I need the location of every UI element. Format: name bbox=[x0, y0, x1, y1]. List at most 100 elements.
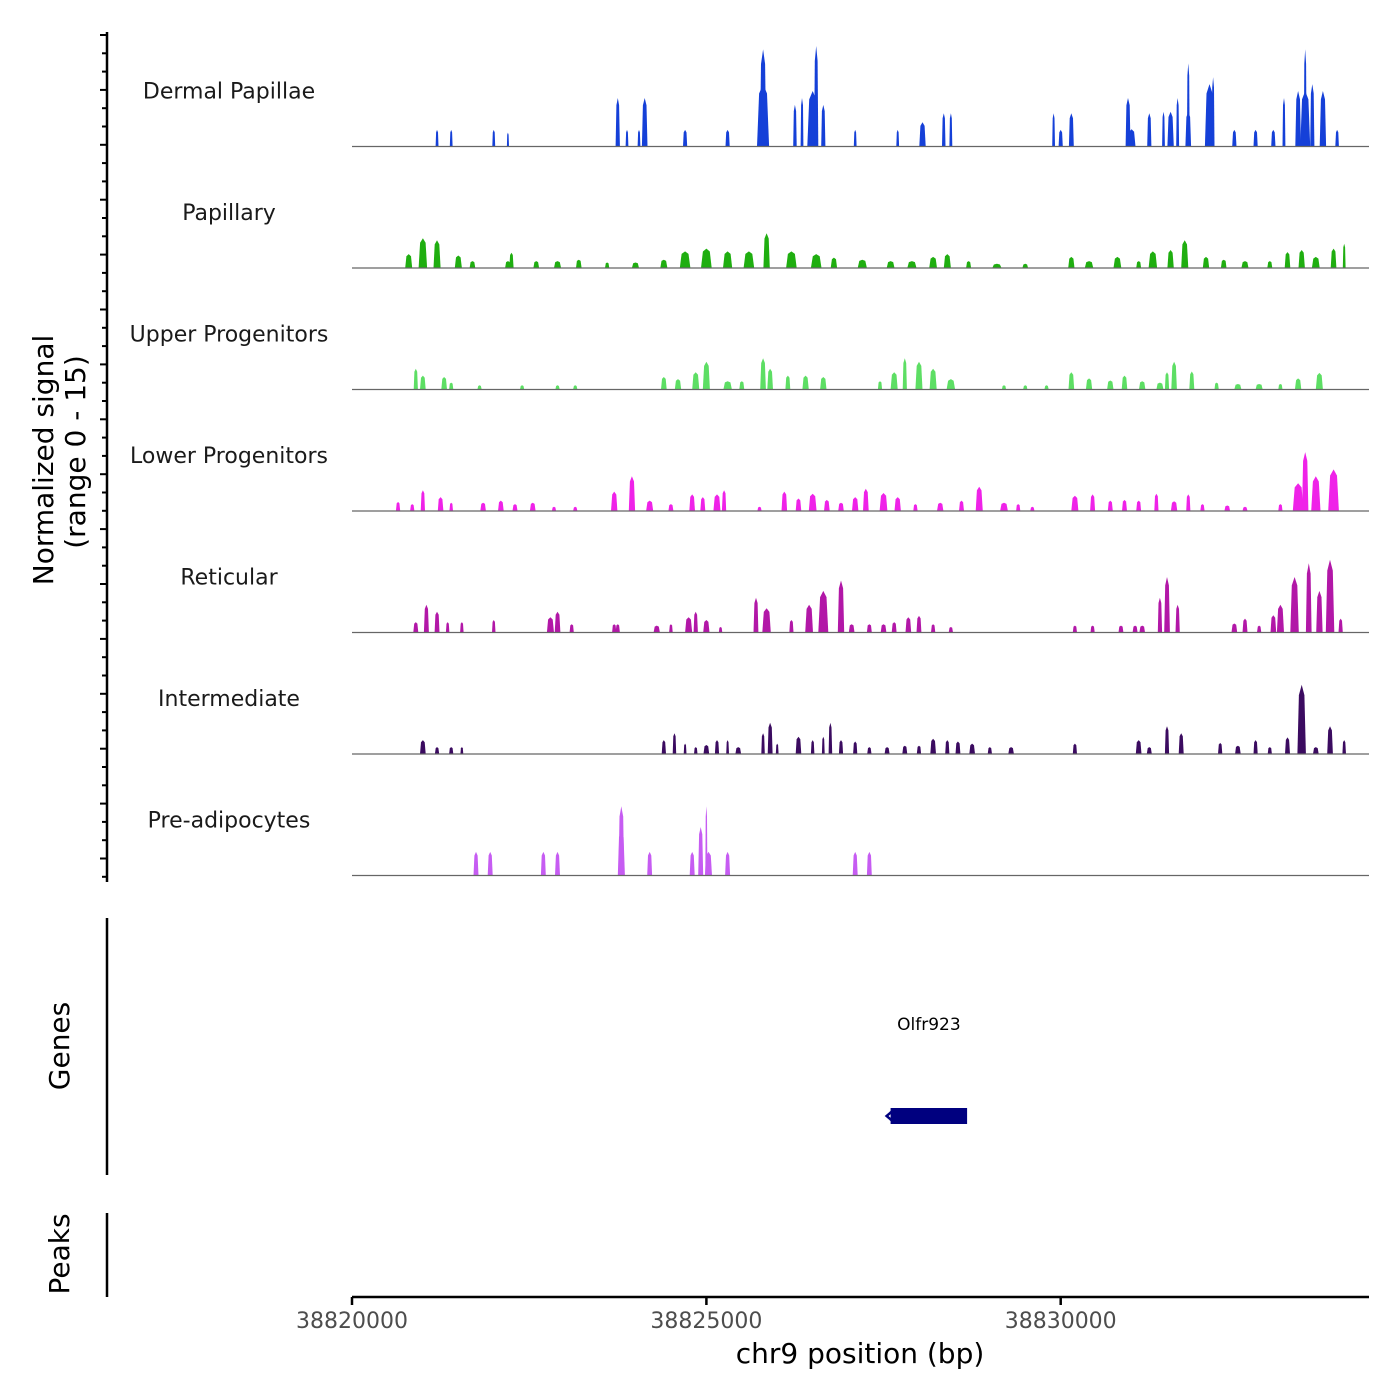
signal-peak bbox=[714, 740, 720, 754]
signal-peak bbox=[618, 806, 625, 876]
signal-peak bbox=[674, 379, 682, 390]
y-axis-title-line1: Normalized signal bbox=[27, 335, 60, 586]
signal-peak bbox=[946, 379, 956, 390]
signal-peak bbox=[1072, 625, 1077, 633]
signal-peak bbox=[1342, 740, 1346, 754]
signal-peak bbox=[949, 113, 953, 147]
signal-peak bbox=[775, 743, 779, 754]
signal-peak bbox=[477, 385, 482, 390]
signal-peak bbox=[1132, 625, 1138, 633]
signal-axis-ticks bbox=[100, 34, 107, 878]
track-lower-progenitors: Lower Progenitors bbox=[130, 444, 1369, 512]
signal-peak bbox=[1157, 597, 1163, 633]
signal-peak bbox=[762, 608, 771, 633]
signal-peak bbox=[554, 611, 561, 633]
signal-peak bbox=[703, 620, 710, 633]
signal-peak bbox=[449, 747, 454, 754]
signal-peak bbox=[449, 129, 453, 147]
signal-peak bbox=[723, 251, 733, 268]
signal-peak bbox=[423, 604, 429, 633]
signal-peak bbox=[721, 490, 727, 511]
y-axis-title-line2: (range 0 - 15) bbox=[59, 355, 92, 549]
signal-peak bbox=[473, 851, 479, 876]
signal-peak bbox=[838, 740, 844, 754]
track-label: Papillary bbox=[182, 201, 276, 226]
signal-peak bbox=[540, 851, 546, 876]
signal-tracks: Dermal Papillae Papillary Upper Progenitor… bbox=[130, 46, 1369, 877]
signal-peak bbox=[1330, 248, 1337, 268]
gene-annotations: Olfr923 bbox=[884, 1015, 968, 1124]
signal-peak bbox=[1107, 380, 1114, 390]
signal-peak bbox=[781, 491, 788, 511]
signal-peak bbox=[480, 502, 486, 511]
signal-peak bbox=[867, 747, 872, 754]
signal-peak bbox=[959, 500, 964, 511]
signal-peak bbox=[1181, 240, 1189, 268]
signal-peak bbox=[725, 851, 731, 876]
peaks-panel-label: Peaks bbox=[43, 1213, 76, 1294]
signal-peak bbox=[661, 740, 666, 754]
signal-peak bbox=[669, 624, 673, 633]
signal-peak bbox=[905, 617, 912, 633]
signal-peak bbox=[653, 625, 660, 633]
signal-peak bbox=[853, 129, 857, 147]
signal-peak bbox=[1167, 250, 1174, 268]
signal-peak bbox=[866, 624, 872, 633]
signal-peak bbox=[1282, 98, 1286, 147]
track-upper-progenitors: Upper Progenitors bbox=[130, 323, 1369, 391]
signal-peak bbox=[919, 122, 926, 147]
signal-peak bbox=[1242, 618, 1248, 633]
signal-peak bbox=[1162, 111, 1165, 147]
signal-peak bbox=[445, 622, 450, 633]
signal-peak bbox=[913, 504, 918, 511]
signal-peak bbox=[418, 238, 428, 268]
signal-peak bbox=[492, 620, 496, 633]
signal-peak bbox=[767, 368, 773, 390]
signal-peak bbox=[631, 262, 639, 268]
signal-peak bbox=[546, 617, 554, 633]
signal-peak bbox=[611, 491, 618, 511]
x-axis-ticks: 38820000 38825000 38830000 bbox=[296, 1297, 1117, 1334]
signal-peak bbox=[915, 361, 923, 390]
signal-peak bbox=[929, 368, 937, 390]
signal-peak bbox=[852, 497, 859, 511]
signal-peak bbox=[828, 722, 833, 754]
gene-label: Olfr923 bbox=[897, 1015, 961, 1035]
signal-peak bbox=[916, 745, 922, 754]
signal-peak bbox=[1315, 372, 1323, 390]
signal-peak bbox=[1164, 372, 1170, 390]
signal-peak bbox=[1071, 495, 1079, 511]
signal-peak bbox=[1146, 747, 1152, 754]
signal-peak bbox=[506, 132, 509, 147]
signal-peak bbox=[1253, 129, 1258, 147]
signal-peak bbox=[1284, 252, 1291, 268]
signal-peak bbox=[637, 129, 641, 147]
signal-peak bbox=[853, 741, 858, 754]
signal-peak bbox=[713, 494, 721, 511]
signal-peak bbox=[760, 358, 766, 390]
signal-peak bbox=[810, 254, 822, 268]
signal-peak bbox=[955, 741, 961, 754]
signal-peak bbox=[433, 240, 441, 268]
signal-peak bbox=[795, 498, 802, 511]
signal-peak bbox=[937, 502, 944, 511]
signal-peak bbox=[1202, 256, 1210, 268]
signal-peak bbox=[698, 827, 704, 876]
signal-peak bbox=[520, 385, 525, 390]
signal-peak bbox=[795, 736, 802, 754]
signal-peak bbox=[683, 743, 687, 754]
signal-peak bbox=[1271, 129, 1276, 147]
signal-peak bbox=[1335, 129, 1339, 147]
signal-peak bbox=[1295, 91, 1301, 147]
signal-peak bbox=[1302, 452, 1309, 511]
signal-peak bbox=[612, 624, 617, 633]
signal-peak bbox=[1164, 577, 1170, 633]
signal-peak bbox=[694, 747, 698, 754]
signal-peak bbox=[1316, 590, 1323, 633]
signal-peak bbox=[460, 622, 464, 633]
signal-peak bbox=[890, 372, 898, 390]
signal-peak bbox=[1154, 493, 1159, 511]
signal-peak bbox=[1214, 382, 1219, 390]
signal-peak bbox=[877, 381, 883, 390]
signal-peak bbox=[413, 368, 418, 390]
